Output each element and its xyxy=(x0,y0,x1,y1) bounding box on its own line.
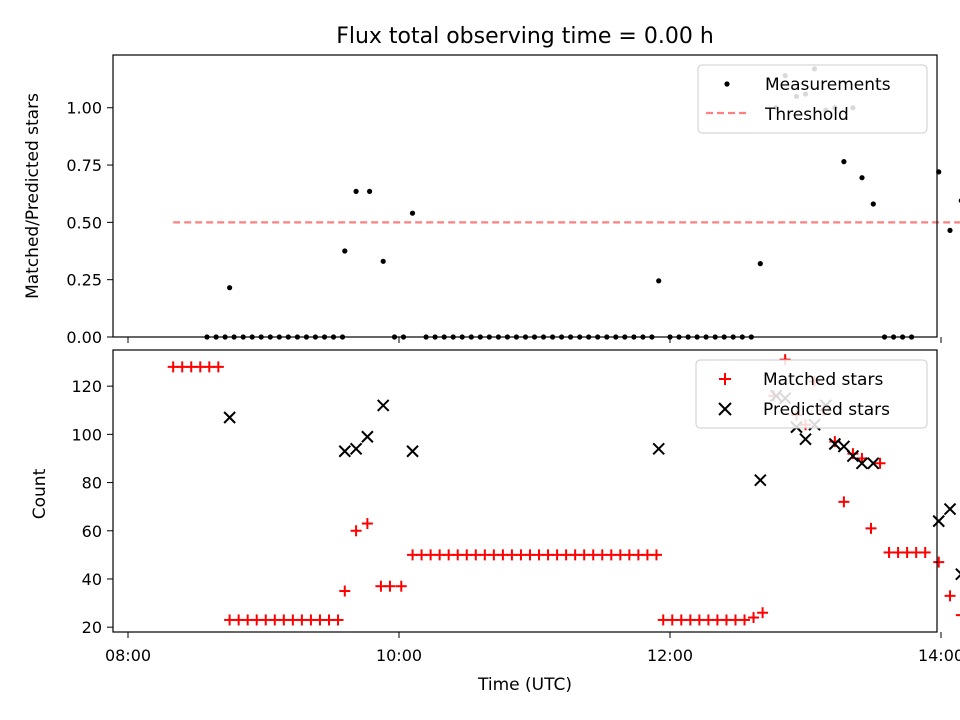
bottom-x-tick-label: 12:00 xyxy=(647,646,693,665)
top-y-tick-label: 0.25 xyxy=(66,271,102,290)
matched-star-point xyxy=(395,580,407,592)
predicted-star-point xyxy=(943,502,957,516)
predicted-star-point xyxy=(361,430,374,443)
top-y-tick-label: 0.50 xyxy=(66,213,102,232)
measurement-point xyxy=(380,258,386,264)
measurement-point xyxy=(859,175,865,181)
predicted-star-point xyxy=(867,457,880,470)
matched-star-point xyxy=(919,546,931,558)
legend-measurements-label: Measurements xyxy=(765,75,891,95)
top-legend-box xyxy=(697,64,928,134)
legend-matched-label: Matched stars xyxy=(763,370,883,390)
predicted-star-point xyxy=(828,437,842,451)
predicted-star-point xyxy=(932,514,945,528)
predicted-star-point xyxy=(406,445,419,458)
matched-star-point xyxy=(332,614,344,626)
matched-star-point xyxy=(212,361,224,373)
top-chart-title: Flux total observing time = 0.00 h xyxy=(336,24,714,49)
measurement-point xyxy=(227,285,233,291)
predicted-star-point xyxy=(223,411,236,424)
predicted-star-point xyxy=(955,567,960,581)
bottom-y-axis-label: Count xyxy=(30,468,50,519)
predicted-star-point xyxy=(799,432,812,446)
matched-star-point xyxy=(757,607,769,619)
matched-star-point xyxy=(650,549,662,561)
top-y-tick-label: 0.75 xyxy=(66,156,102,175)
predicted-star-point xyxy=(846,449,860,463)
bottom-axes-frame xyxy=(112,349,938,633)
measurement-point xyxy=(757,261,763,267)
top-plot-area xyxy=(173,66,960,340)
bottom-y-tick-label: 120 xyxy=(71,377,102,396)
predicted-star-point xyxy=(376,399,390,412)
predicted-star-point xyxy=(754,473,767,487)
legend-threshold-label: Threshold xyxy=(764,105,849,125)
top-legend: Measurements Threshold xyxy=(697,64,928,134)
bottom-y-tick-label: 60 xyxy=(82,522,102,541)
bottom-y-tick-label: 40 xyxy=(82,570,102,589)
top-y-tick-label: 0.00 xyxy=(66,328,102,347)
bottom-y-tick-label: 20 xyxy=(82,618,102,637)
matched-star-point xyxy=(874,457,886,469)
top-y-ticks: 0.00 0.25 0.50 0.75 1.00 xyxy=(66,99,113,347)
measurement-point xyxy=(870,201,876,207)
matched-star-point xyxy=(739,614,751,626)
bottom-legend-box xyxy=(695,359,928,429)
x-axis-label: Time (UTC) xyxy=(477,675,572,695)
predicted-star-point xyxy=(652,442,665,456)
measurement-point xyxy=(656,278,662,284)
bottom-x-tick-label: 08:00 xyxy=(105,646,151,665)
predicted-star-point xyxy=(349,442,363,456)
predicted-star-point xyxy=(855,457,869,470)
predicted-star-point xyxy=(338,445,352,458)
matched-star-point xyxy=(838,496,850,508)
top-x-ticks xyxy=(127,337,942,343)
top-axes-frame xyxy=(112,54,938,338)
legend-predicted-label: Predicted stars xyxy=(763,400,890,420)
legend-matched-marker xyxy=(719,373,731,385)
bottom-legend: Matched stars Predicted stars xyxy=(695,359,928,429)
matched-star-point xyxy=(748,612,760,624)
matched-star-point xyxy=(955,614,960,617)
matched-star-point xyxy=(361,518,373,530)
matched-star-point xyxy=(384,580,396,592)
measurement-point xyxy=(409,210,416,216)
legend-measurements-marker xyxy=(724,81,730,87)
bottom-y-ticks: 20 40 60 80 100 120 xyxy=(71,377,113,637)
measurement-point xyxy=(367,188,373,194)
bottom-x-tick-label: 10:00 xyxy=(376,646,422,665)
matched-star-point xyxy=(865,522,877,534)
legend-predicted-marker xyxy=(718,402,732,416)
matched-star-point xyxy=(933,556,945,568)
predicted-star-point xyxy=(837,440,851,453)
top-panel: 0.00 0.25 0.50 0.75 1.00 Matched/Predicted s… xyxy=(23,54,960,347)
matched-star-point xyxy=(350,525,362,537)
matched-star-point xyxy=(944,590,956,602)
matched-star-point xyxy=(339,585,351,597)
measurement-point xyxy=(947,227,953,233)
top-y-axis-label: Matched/Predicted stars xyxy=(23,93,43,299)
measurement-point xyxy=(841,159,847,165)
bottom-y-tick-label: 80 xyxy=(82,474,102,493)
top-y-tick-label: 1.00 xyxy=(66,99,102,118)
measurement-point xyxy=(342,248,348,254)
bottom-x-tick-label: 14:00 xyxy=(918,646,960,665)
measurement-point xyxy=(353,188,359,194)
bottom-y-tick-label: 100 xyxy=(71,425,102,444)
